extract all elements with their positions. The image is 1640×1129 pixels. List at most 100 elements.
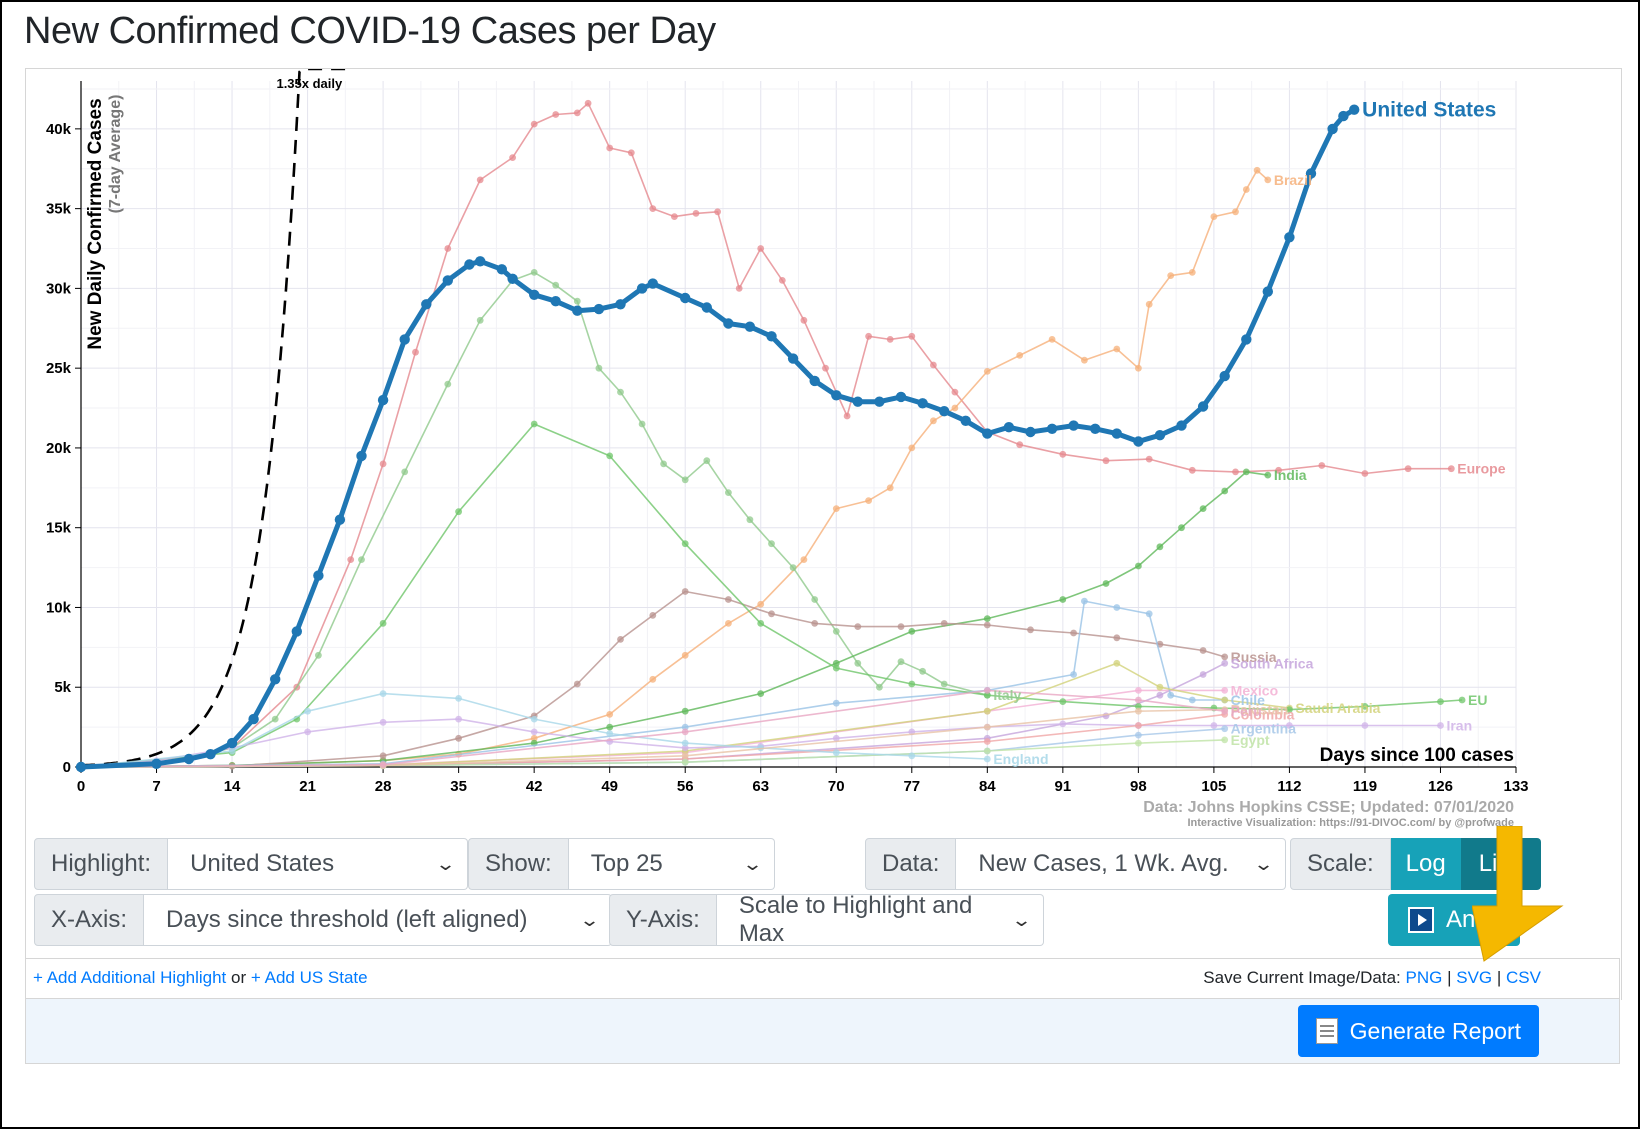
y-tick-label: 0 bbox=[63, 759, 71, 776]
save-csv-link[interactable]: CSV bbox=[1506, 968, 1541, 987]
yaxis-control: Y-Axis: Scale to Highlight and Max ⌄ bbox=[609, 892, 1044, 947]
data-point bbox=[1068, 420, 1079, 431]
data-point bbox=[1145, 610, 1153, 618]
data-point bbox=[832, 749, 840, 756]
data-point bbox=[615, 299, 626, 310]
data-point bbox=[334, 514, 346, 525]
data-point bbox=[865, 332, 872, 340]
data-point bbox=[982, 428, 993, 439]
yaxis-select[interactable]: Scale to Highlight and Max ⌄ bbox=[716, 892, 1044, 947]
data-point bbox=[725, 489, 732, 496]
y-tick-label: 10k bbox=[46, 599, 72, 616]
data-point bbox=[1059, 596, 1067, 603]
data-point bbox=[983, 621, 991, 629]
data-point bbox=[228, 747, 236, 755]
data-point bbox=[1188, 696, 1196, 704]
data-point bbox=[746, 516, 754, 524]
data-point bbox=[692, 210, 700, 217]
data-point bbox=[1113, 604, 1121, 611]
data-point bbox=[1176, 420, 1187, 431]
x-tick-label: 77 bbox=[903, 778, 920, 795]
data-point bbox=[725, 596, 732, 603]
data-point bbox=[617, 388, 624, 396]
scale-log-button[interactable]: Log bbox=[1390, 838, 1461, 890]
data-select[interactable]: New Cases, 1 Wk. Avg. ⌄ bbox=[956, 838, 1287, 890]
data-point bbox=[897, 623, 905, 630]
y-tick-label: 40k bbox=[46, 121, 72, 138]
data-point bbox=[151, 758, 162, 769]
add-highlight-link[interactable]: + Add Additional Highlight bbox=[33, 968, 227, 987]
data-point bbox=[744, 321, 756, 332]
x-tick-label: 14 bbox=[224, 778, 241, 795]
series-line bbox=[80, 590, 1225, 768]
data-point bbox=[843, 412, 851, 420]
data-point bbox=[789, 564, 797, 571]
data-point bbox=[983, 368, 991, 375]
links-row: + Add Additional Highlight or + Add US S… bbox=[25, 958, 1620, 998]
show-select[interactable]: Top 25 ⌄ bbox=[568, 838, 775, 890]
y-tick-label: 20k bbox=[46, 440, 72, 457]
data-point bbox=[960, 415, 971, 426]
data-point bbox=[530, 715, 538, 723]
chart: 0 7 14 21 28 35 42 49 56 63 70 77 84 91 98 105 112 119 126… bbox=[46, 69, 1529, 829]
data-point bbox=[1102, 580, 1110, 587]
data-point bbox=[464, 259, 475, 270]
data-point bbox=[1327, 123, 1338, 135]
data-point bbox=[725, 620, 732, 627]
data-point bbox=[1145, 455, 1153, 463]
data-point bbox=[723, 318, 734, 329]
data-point bbox=[854, 659, 862, 667]
data-point bbox=[649, 612, 657, 619]
series-label: Iran bbox=[1446, 718, 1472, 734]
data-point bbox=[908, 444, 916, 452]
data-point bbox=[1437, 698, 1444, 705]
yaxis-select-value: Scale to Highlight and Max bbox=[738, 892, 973, 947]
data-point bbox=[681, 707, 689, 715]
series-mexico bbox=[77, 687, 1229, 771]
data-point bbox=[940, 680, 948, 688]
data-point bbox=[584, 99, 592, 107]
show-label: Show: bbox=[468, 838, 569, 890]
data-point bbox=[1199, 647, 1207, 654]
data-point bbox=[649, 205, 657, 213]
data-point bbox=[1221, 659, 1229, 667]
data-point bbox=[476, 176, 484, 184]
data-point bbox=[832, 664, 840, 672]
save-svg-link[interactable]: SVG bbox=[1456, 968, 1493, 987]
y-tick-label: 25k bbox=[46, 360, 72, 377]
data-point bbox=[832, 628, 840, 635]
data-point bbox=[832, 699, 840, 707]
data-point bbox=[1361, 703, 1369, 710]
series-line bbox=[80, 600, 1225, 768]
data-point bbox=[768, 540, 775, 548]
memo-icon bbox=[1315, 1018, 1338, 1044]
series-label: Pakistan bbox=[1231, 702, 1289, 718]
generate-report-button[interactable]: Generate Report bbox=[1297, 1005, 1539, 1057]
show-select-value: Top 25 bbox=[590, 850, 663, 877]
scale-control: Scale: Log Lin bbox=[1290, 838, 1541, 890]
data-point bbox=[1221, 487, 1229, 495]
x-axis-label: Days since 100 cases bbox=[1320, 745, 1514, 766]
data-point bbox=[1135, 739, 1142, 747]
highlight-label: Highlight: bbox=[34, 838, 169, 890]
data-point bbox=[444, 245, 452, 252]
save-png-link[interactable]: PNG bbox=[1405, 968, 1443, 987]
data-point bbox=[832, 505, 840, 512]
generate-report-label: Generate Report bbox=[1349, 1017, 1521, 1044]
data-point bbox=[1232, 208, 1239, 216]
data-point bbox=[1135, 731, 1142, 739]
y-tick-label: 35k bbox=[46, 201, 72, 218]
data-point bbox=[811, 596, 819, 603]
x-tick-label: 49 bbox=[601, 778, 618, 795]
series-italy bbox=[77, 269, 991, 771]
data-point bbox=[1447, 465, 1455, 473]
data-point bbox=[701, 302, 712, 313]
highlight-control: Highlight: United States ⌄ bbox=[34, 838, 469, 890]
data-point bbox=[379, 690, 387, 697]
series-line bbox=[80, 169, 1269, 768]
highlight-select[interactable]: United States ⌄ bbox=[168, 838, 469, 890]
xaxis-select[interactable]: Days since threshold (left aligned) ⌄ bbox=[144, 894, 613, 946]
chart-panel: 0 7 14 21 28 35 42 49 56 63 70 77 84 91 98 105 112 119 126… bbox=[25, 68, 1622, 870]
add-us-state-link[interactable]: + Add US State bbox=[250, 968, 368, 987]
